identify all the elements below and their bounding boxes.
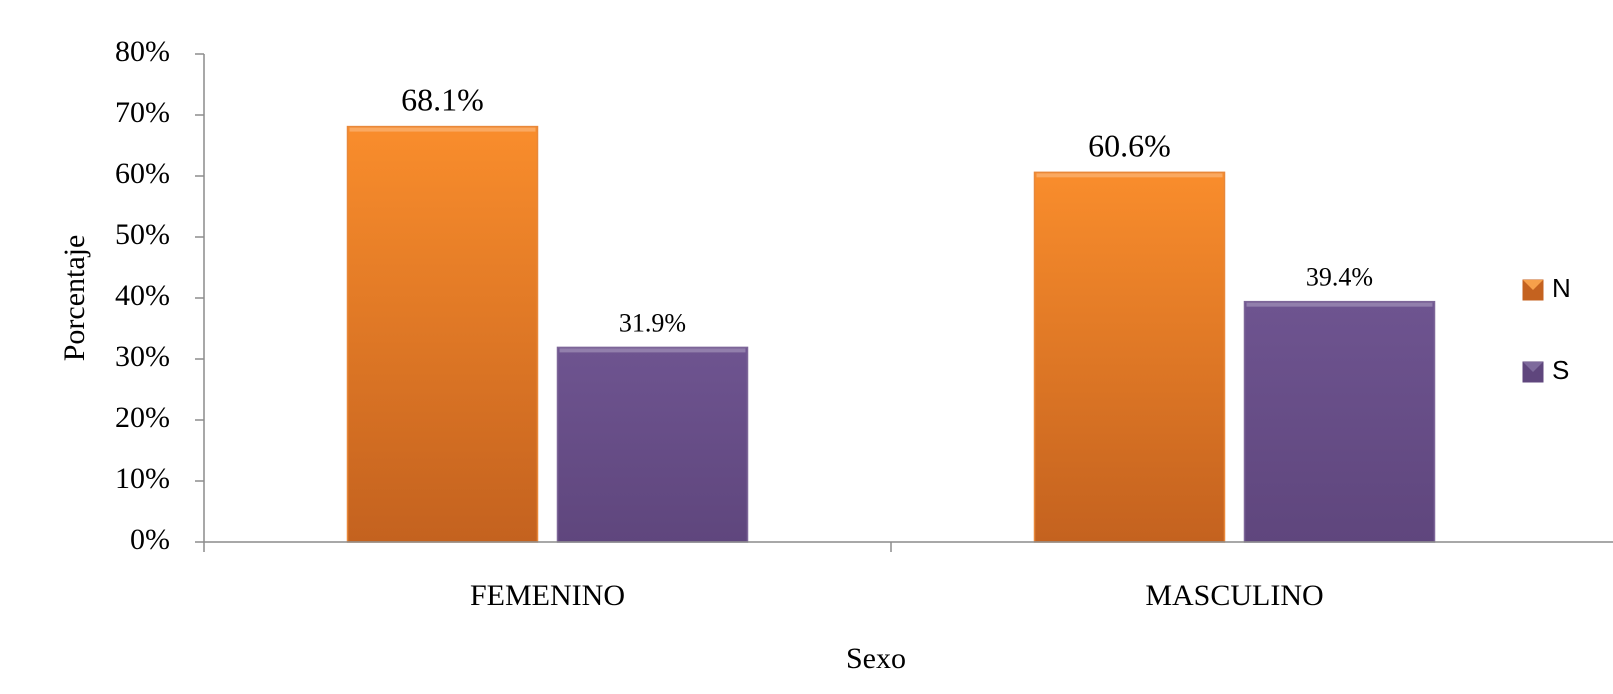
- y-tick-label: 30%: [115, 340, 170, 373]
- bar-n-femenino: [346, 125, 539, 543]
- bar-highlight: [1246, 302, 1433, 307]
- y-tick-label: 10%: [115, 462, 170, 495]
- y-tick-label: 50%: [115, 218, 170, 251]
- y-tick-label: 0%: [130, 523, 170, 556]
- legend-label: N: [1552, 273, 1571, 303]
- category-labels: FEMENINO MASCULINO: [470, 579, 1324, 612]
- legend: NS: [1522, 273, 1571, 385]
- data-labels: 68.1% 31.9% 60.6% 39.4%: [401, 82, 1373, 338]
- bar-highlight: [349, 127, 536, 132]
- category-label: MASCULINO: [1145, 579, 1323, 612]
- data-label: 31.9%: [619, 308, 686, 337]
- data-label: 68.1%: [401, 82, 484, 118]
- y-tick-label: 80%: [115, 35, 170, 68]
- legend-item: N: [1522, 273, 1571, 303]
- legend-label: S: [1552, 355, 1569, 385]
- bar-highlight: [559, 348, 746, 353]
- category-label: FEMENINO: [470, 579, 625, 612]
- bar-s-masculino: [1243, 300, 1436, 543]
- legend-swatch-bevel: [1523, 280, 1543, 290]
- legend-item: S: [1522, 355, 1569, 385]
- bar-s-femenino: [556, 346, 749, 543]
- bar-highlight: [1036, 173, 1223, 178]
- y-tick-label: 60%: [115, 157, 170, 190]
- y-axis-ticks: 0% 10% 20% 30% 40% 50% 60% 70% 80%: [115, 35, 204, 556]
- legend-swatch-bevel: [1523, 362, 1543, 372]
- y-axis-title: Porcentaje: [58, 235, 91, 362]
- y-tick-label: 70%: [115, 96, 170, 129]
- y-tick-label: 20%: [115, 401, 170, 434]
- x-axis-ticks: [203, 542, 892, 552]
- bars: [346, 125, 1436, 543]
- data-label: 60.6%: [1088, 127, 1171, 163]
- x-axis-title: Sexo: [846, 642, 906, 675]
- data-label: 39.4%: [1306, 263, 1373, 292]
- bar-n-masculino: [1033, 171, 1226, 543]
- y-tick-label: 40%: [115, 279, 170, 312]
